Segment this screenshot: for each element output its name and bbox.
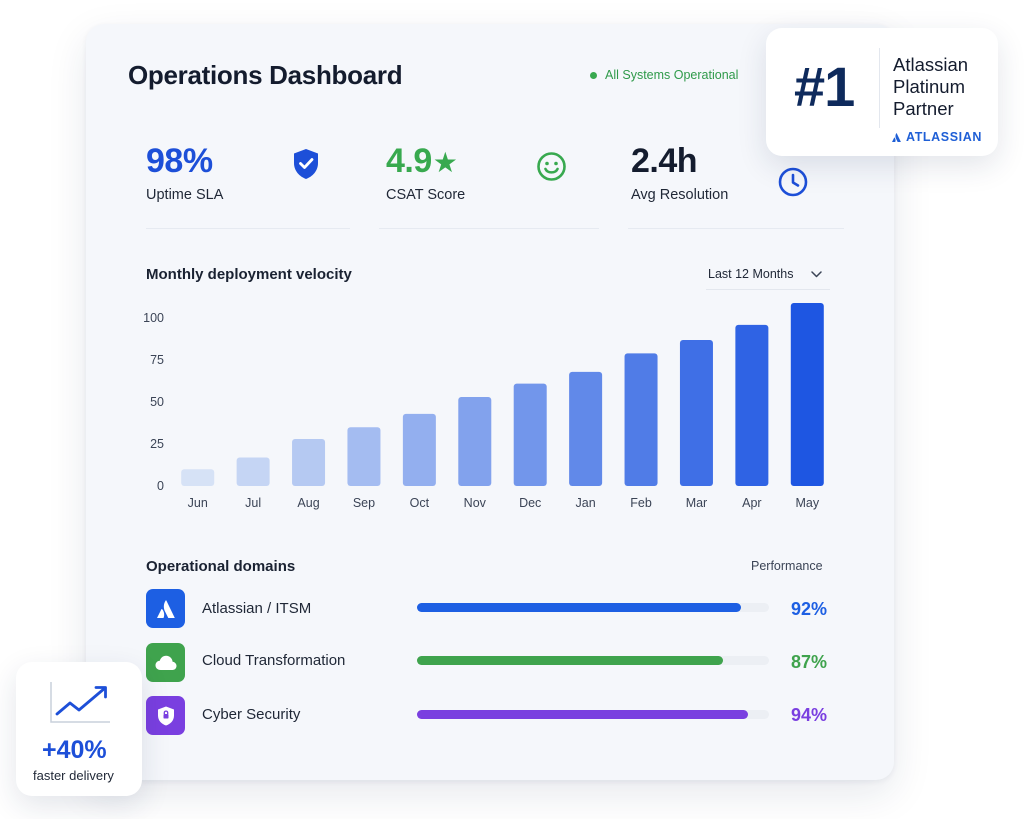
kpi-csat-label: CSAT Score (386, 187, 466, 203)
progress-track-atlassian (417, 603, 769, 612)
bar-mar (679, 339, 713, 486)
badge-text-line: Platinum (893, 76, 965, 97)
chart-title: Monthly deployment velocity (146, 266, 352, 283)
y-tick-label: 50 (150, 395, 164, 409)
domains-title: Operational domains (146, 558, 296, 575)
badge-divider (879, 48, 880, 128)
domain-label-cloud: Cloud Transformation (202, 652, 346, 669)
bar-sep (347, 427, 381, 486)
y-tick-label: 75 (150, 353, 164, 367)
cloud-icon (146, 643, 185, 682)
atlassian-brand: ATLASSIAN (891, 130, 982, 144)
progress-fill-cloud (417, 656, 724, 665)
trend-up-icon (50, 682, 110, 723)
x-tick-label: Aug (297, 496, 319, 510)
range-underline (706, 289, 830, 290)
badge-rank: #1 (794, 55, 855, 118)
page-title: Operations Dashboard (128, 60, 403, 90)
x-tick-label: Feb (630, 496, 652, 510)
bar-feb (624, 353, 658, 486)
percent-cloud: 87% (791, 652, 828, 672)
deployment-chart: 0 25 50 75 100 Jun Jul Aug Sep Oct Nov Dec Jan Feb Mar… (143, 303, 824, 510)
y-tick-label: 0 (157, 479, 164, 493)
x-tick-label: Jul (245, 496, 261, 510)
y-tick-label: 100 (143, 311, 164, 325)
x-tick-label: Jun (188, 496, 208, 510)
progress-fill-security (417, 710, 748, 719)
domain-label-security: Cyber Security (202, 706, 301, 723)
badge-text-line: Atlassian (893, 54, 969, 75)
star-icon: ★ (432, 147, 458, 178)
bar-jun (181, 469, 215, 486)
status-text: All Systems Operational (605, 68, 739, 82)
partner-badge (766, 28, 998, 156)
kpi-divider (379, 228, 599, 229)
x-tick-label: Sep (353, 496, 375, 510)
percent-security: 94% (791, 705, 828, 725)
progress-track-security (417, 710, 769, 719)
range-dropdown[interactable]: Last 12 Months (708, 267, 823, 281)
bar-nov (458, 397, 492, 486)
bar-may (790, 303, 824, 486)
performance-label: Performance (751, 559, 823, 573)
bar-jan (569, 371, 603, 486)
x-tick-label: May (795, 496, 819, 510)
kpi-resolution-value: 2.4h (631, 142, 698, 180)
x-tick-label: Apr (742, 496, 761, 510)
clock-icon (778, 167, 808, 197)
bar-apr (735, 324, 769, 486)
status-dot-icon (590, 71, 597, 79)
kpi-uptime-label: Uptime SLA (146, 187, 224, 203)
atlassian-logo-icon (146, 589, 185, 628)
y-tick-label: 25 (150, 437, 164, 451)
system-status: All Systems Operational (590, 68, 738, 82)
kpi-divider (628, 228, 844, 229)
badge-text-line: Partner (893, 98, 954, 119)
atlassian-logo-icon (892, 132, 901, 142)
kpi-csat-value: 4.9★ (386, 142, 458, 180)
bar-aug (292, 439, 326, 486)
x-tick-label: Mar (686, 496, 708, 510)
shield-check-icon (294, 149, 318, 179)
range-selected: Last 12 Months (708, 267, 794, 281)
x-tick-label: Oct (410, 496, 430, 510)
smiley-icon (537, 152, 566, 181)
kpi-uptime-value: 98% (146, 142, 213, 180)
percent-atlassian: 92% (791, 599, 828, 619)
x-tick-label: Nov (464, 496, 487, 510)
domain-label-atlassian: Atlassian / ITSM (202, 600, 312, 617)
bar-dec (513, 383, 547, 486)
progress-track-cloud (417, 656, 769, 665)
kpi-resolution-label: Avg Resolution (631, 187, 729, 203)
delivery-stat-card (16, 662, 142, 796)
x-tick-label: Dec (519, 496, 541, 510)
delivery-stat-label: faster delivery (33, 768, 114, 783)
shield-icon (146, 696, 185, 735)
x-tick-label: Jan (576, 496, 596, 510)
bar-oct (402, 413, 436, 486)
badge-text: Atlassian Platinum Partner (893, 54, 993, 120)
chevron-down-icon (811, 270, 823, 277)
kpi-divider (146, 228, 350, 229)
atlassian-wordmark: ATLASSIAN (906, 130, 982, 144)
bar-jul (236, 457, 270, 486)
delivery-stat-value: +40% (42, 736, 107, 764)
progress-fill-atlassian (417, 603, 741, 612)
